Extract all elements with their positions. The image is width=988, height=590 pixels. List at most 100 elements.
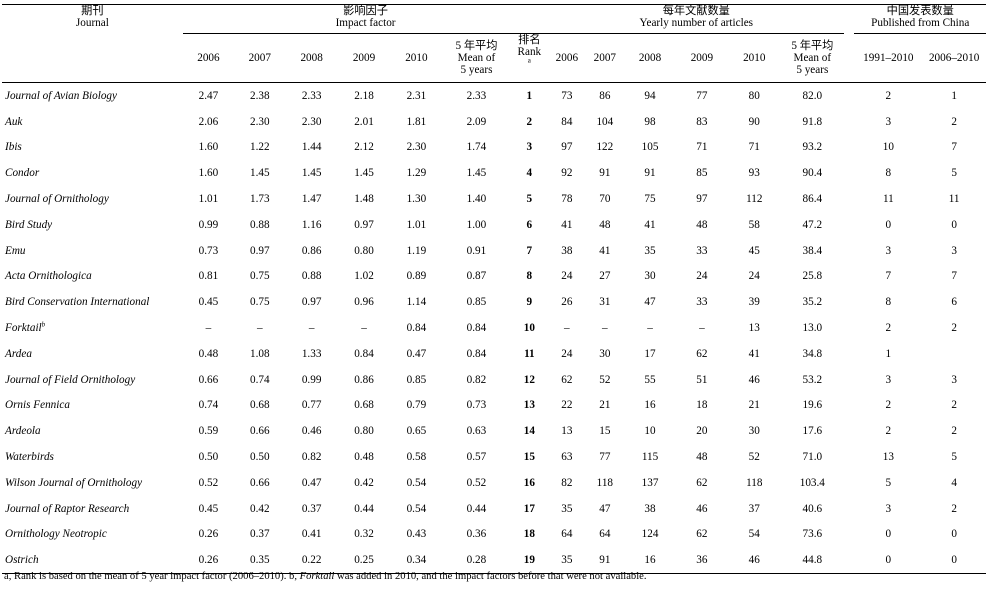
impact-factor-value: 0.42 <box>249 502 270 515</box>
row-gap <box>844 496 854 522</box>
article-count-value: 118 <box>746 476 763 489</box>
impact-factor-value: 0.47 <box>406 347 427 360</box>
journal-name: Auk <box>2 109 183 135</box>
row-gap <box>844 341 854 367</box>
article-count-mean: 17.6 <box>802 425 823 438</box>
rank-value: 4 <box>526 167 533 180</box>
rank-value: 9 <box>526 296 533 309</box>
article-count-value: – <box>647 322 653 335</box>
art-year-2007: 2007 <box>585 33 625 83</box>
journal-name: Ostrich <box>2 547 183 575</box>
impact-factor-value: 0.97 <box>354 218 374 231</box>
row-gap <box>844 264 854 290</box>
impact-factor-mean: 0.28 <box>442 547 511 575</box>
rank-value: 17 <box>523 502 535 515</box>
impact-factor-value: 0.65 <box>406 425 427 438</box>
rank-value: 18 <box>523 528 535 541</box>
article-count-mean: 44.8 <box>780 547 845 575</box>
impact-factor-value: 0.26 <box>198 528 219 541</box>
row-gap <box>844 522 854 548</box>
impact-factor-value: 0.68 <box>249 399 270 412</box>
rank-value: 6 <box>526 218 533 231</box>
china-count-2006-2010: 2 <box>951 322 957 335</box>
table-row: Journal of Avian Biology 2.47 2.38 2.33 2.18… <box>2 83 986 109</box>
article-count-value: 54 <box>748 528 760 541</box>
article-count-value: 24 <box>561 347 573 360</box>
row-gap <box>844 289 854 315</box>
rank-value: 11 <box>524 347 535 360</box>
impact-factor-value: 0.48 <box>198 347 219 360</box>
impact-factor-value: 2.33 <box>301 89 322 102</box>
table-body: Journal of Avian Biology 2.47 2.38 2.33 2.18… <box>2 83 986 575</box>
china-count-1991-2010: 2 <box>885 399 892 412</box>
impact-factor-value: 0.42 <box>354 476 374 489</box>
china-count-2006-2010: 2 <box>951 399 957 412</box>
table-row: Ardeola 0.59 0.66 0.46 0.80 0.65 0.63 14 13 15 10 2… <box>2 418 986 444</box>
journal-name: Journal of Raptor Research <box>2 496 183 522</box>
rank-value: 7 <box>526 244 533 257</box>
row-gap <box>844 547 855 575</box>
impact-factor-mean: 2.09 <box>466 115 487 128</box>
china-count-1991-2010: 0 <box>885 528 892 541</box>
impact-factor-value: 0.81 <box>198 270 219 283</box>
china-count-1991-2010: 1 <box>885 347 892 360</box>
impact-factor-value: 1.44 <box>301 141 322 154</box>
journal-name: Ardeola <box>2 418 183 444</box>
impact-factor-value: 2.31 <box>406 89 427 102</box>
journal-footnote-mark: b <box>41 320 46 329</box>
impact-factor-value: 0.99 <box>198 218 219 231</box>
table-row: Ibis 1.60 1.22 1.44 2.12 2.30 1.74 3 97 122 105 71 7… <box>2 135 986 161</box>
journal-name-text: Emu <box>5 244 26 257</box>
article-count-value: 21 <box>748 399 760 412</box>
impact-factor-mean: 1.45 <box>466 167 487 180</box>
rank-value: 5 <box>526 193 533 206</box>
article-count-value: 47 <box>644 296 656 309</box>
article-count-value: 26 <box>561 296 573 309</box>
journal-subheader <box>2 33 183 83</box>
article-count-value: 63 <box>561 451 573 464</box>
article-count-value: 51 <box>696 373 708 386</box>
article-count-value: 24 <box>748 270 760 283</box>
impact-factor-mean: 0.82 <box>466 373 487 386</box>
journal-name-text: Ornithology Neotropic <box>5 528 107 541</box>
impact-factor-mean: 0.52 <box>466 476 487 489</box>
articles-header-cn: 每年文献数量 <box>662 5 730 18</box>
journal-name-text: Bird Conservation International <box>5 296 150 309</box>
article-count-value: 27 <box>599 270 611 283</box>
if-mean-cn: 5 年平均 <box>455 40 498 52</box>
table-row: Ostrich 0.26 0.35 0.22 0.25 0.34 0.28 19 35 91 16 3… <box>2 547 986 575</box>
rank-value: 13 <box>523 399 535 412</box>
article-count-value: 112 <box>746 193 763 206</box>
china-count-1991-2010: 8 <box>885 296 892 309</box>
impact-factor-value: 0.58 <box>406 451 427 464</box>
rank-value: 2 <box>526 115 533 128</box>
impact-factor-value: 0.80 <box>354 425 374 438</box>
impact-factor-value: 0.50 <box>249 451 270 464</box>
impact-factor-value: 0.66 <box>249 425 270 438</box>
impact-factor-mean: 2.33 <box>466 89 487 102</box>
article-count-value: 104 <box>596 115 614 128</box>
subheader-gap <box>844 33 855 83</box>
art-mean-header: 5 年平均 Mean of 5 years <box>780 33 845 83</box>
article-count-value: 24 <box>696 270 708 283</box>
article-count-value: 62 <box>561 373 573 386</box>
china-count-1991-2010: 0 <box>885 218 892 231</box>
journal-name-text: Ardea <box>5 347 32 360</box>
article-count-value: 24 <box>561 270 573 283</box>
impact-factor-mean: 0.36 <box>466 528 487 541</box>
impact-factor-value: 0.44 <box>354 502 374 515</box>
china-count-2006-2010: 2 <box>951 502 957 515</box>
journal-name: Waterbirds <box>2 444 183 470</box>
article-count-value: 91 <box>644 167 656 180</box>
impact-factor-value: 1.14 <box>406 296 427 309</box>
article-count-value: 97 <box>696 193 708 206</box>
china-count-1991-2010: 2 <box>885 425 892 438</box>
impact-factor-value: – <box>205 322 212 335</box>
article-count-value: – <box>699 322 705 335</box>
impact-factor-value: 0.34 <box>390 547 443 575</box>
china-header-en: Published from China <box>871 17 970 29</box>
row-gap <box>844 393 854 419</box>
impact-factor-value: 0.43 <box>406 528 427 541</box>
article-count-value: 82 <box>561 476 573 489</box>
